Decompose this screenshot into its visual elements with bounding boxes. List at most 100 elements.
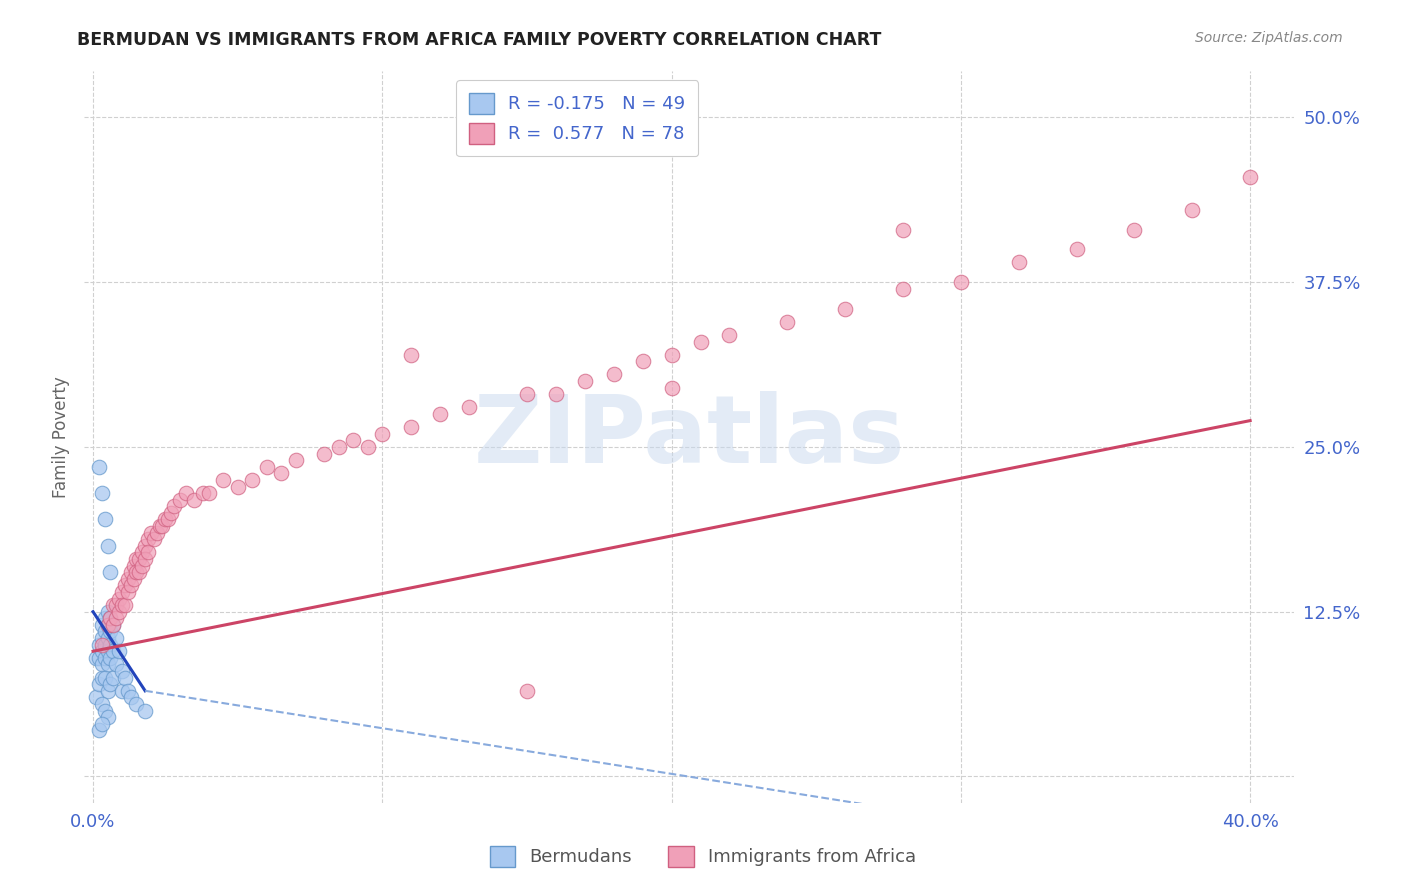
Point	[90, 618, 112, 632]
Point	[87, 459, 110, 474]
Point	[105, 631, 128, 645]
Point	[661, 348, 683, 362]
Point	[90, 486, 112, 500]
Point	[169, 492, 191, 507]
Point	[96, 539, 118, 553]
Point	[631, 354, 654, 368]
Point	[152, 519, 174, 533]
Point	[125, 565, 148, 579]
Point	[100, 650, 122, 665]
Legend: R = -0.175   N = 49, R =  0.577   N = 78: R = -0.175 N = 49, R = 0.577 N = 78	[456, 80, 699, 156]
Point	[96, 644, 118, 658]
Point	[128, 552, 150, 566]
Point	[342, 434, 364, 448]
Point	[90, 697, 112, 711]
Point	[226, 479, 249, 493]
Point	[125, 552, 148, 566]
Point	[191, 486, 214, 500]
Point	[1008, 255, 1031, 269]
Point	[183, 492, 205, 507]
Point	[718, 327, 741, 342]
Point	[284, 453, 307, 467]
Point	[96, 710, 118, 724]
Point	[891, 282, 914, 296]
Point	[100, 624, 122, 639]
Point	[661, 381, 683, 395]
Point	[84, 690, 107, 705]
Point	[516, 683, 538, 698]
Point	[139, 525, 162, 540]
Point	[371, 426, 394, 441]
Point	[134, 539, 156, 553]
Point	[689, 334, 711, 349]
Point	[84, 650, 107, 665]
Point	[90, 631, 112, 645]
Point	[114, 578, 136, 592]
Point	[834, 301, 856, 316]
Point	[136, 533, 159, 547]
Point	[103, 598, 125, 612]
Point	[1123, 222, 1146, 236]
Point	[949, 275, 972, 289]
Point	[111, 683, 134, 698]
Point	[131, 545, 153, 559]
Point	[100, 611, 122, 625]
Point	[134, 552, 156, 566]
Point	[93, 650, 115, 665]
Point	[103, 644, 125, 658]
Point	[212, 473, 235, 487]
Point	[103, 671, 125, 685]
Point	[776, 315, 799, 329]
Point	[96, 618, 118, 632]
Point	[93, 638, 115, 652]
Point	[256, 459, 278, 474]
Point	[128, 565, 150, 579]
Text: BERMUDAN VS IMMIGRANTS FROM AFRICA FAMILY POVERTY CORRELATION CHART: BERMUDAN VS IMMIGRANTS FROM AFRICA FAMIL…	[77, 31, 882, 49]
Point	[93, 671, 115, 685]
Point	[93, 611, 115, 625]
Point	[142, 533, 165, 547]
Point	[163, 500, 186, 514]
Point	[516, 387, 538, 401]
Point	[93, 624, 115, 639]
Point	[429, 407, 451, 421]
Point	[90, 657, 112, 672]
Point	[100, 677, 122, 691]
Point	[160, 506, 183, 520]
Point	[100, 638, 122, 652]
Point	[134, 704, 156, 718]
Point	[125, 697, 148, 711]
Point	[93, 704, 115, 718]
Point	[117, 585, 139, 599]
Point	[120, 565, 142, 579]
Point	[240, 473, 263, 487]
Point	[108, 605, 131, 619]
Point	[114, 671, 136, 685]
Point	[458, 401, 481, 415]
Point	[157, 512, 180, 526]
Point	[96, 605, 118, 619]
Point	[891, 222, 914, 236]
Point	[399, 348, 422, 362]
Point	[105, 598, 128, 612]
Point	[111, 598, 134, 612]
Point	[105, 611, 128, 625]
Point	[1181, 202, 1204, 217]
Legend: Bermudans, Immigrants from Africa: Bermudans, Immigrants from Africa	[482, 838, 924, 874]
Point	[1239, 169, 1261, 184]
Point	[120, 578, 142, 592]
Point	[117, 572, 139, 586]
Point	[90, 716, 112, 731]
Point	[108, 591, 131, 606]
Text: Source: ZipAtlas.com: Source: ZipAtlas.com	[1195, 31, 1343, 45]
Point	[87, 723, 110, 738]
Point	[96, 683, 118, 698]
Point	[105, 657, 128, 672]
Point	[96, 618, 118, 632]
Point	[328, 440, 350, 454]
Point	[197, 486, 219, 500]
Point	[100, 611, 122, 625]
Point	[111, 585, 134, 599]
Point	[90, 644, 112, 658]
Point	[100, 565, 122, 579]
